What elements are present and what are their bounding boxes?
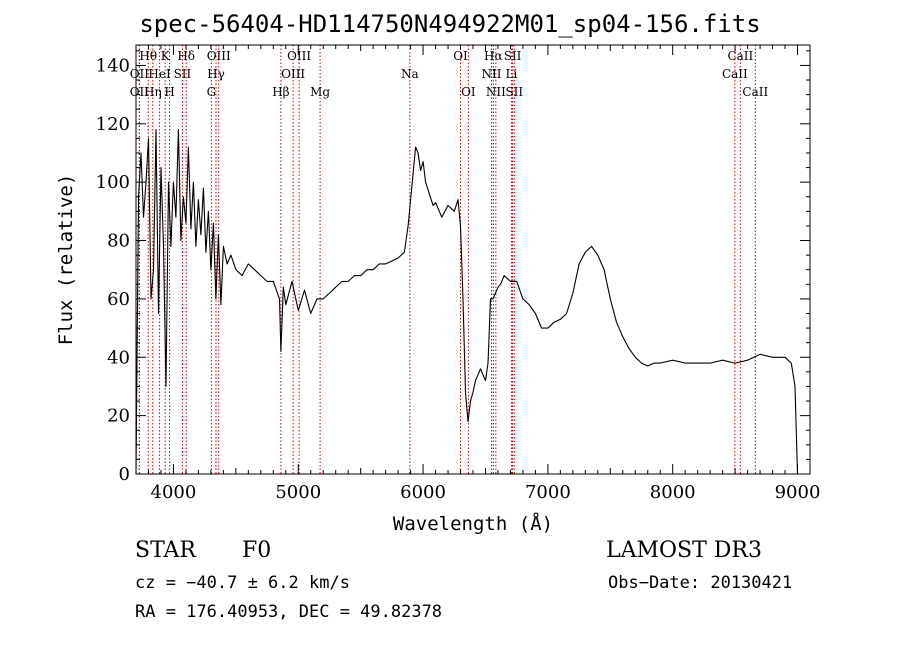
line-marker-label: OIII xyxy=(281,67,305,81)
line-marker-label: H xyxy=(164,85,174,99)
y-tick-label: 20 xyxy=(107,406,130,427)
line-marker-label: NII xyxy=(486,85,506,99)
line-marker-label: OIII xyxy=(287,49,311,63)
line-marker-label: SII xyxy=(174,67,192,81)
line-marker-label: Hη xyxy=(144,85,162,99)
line-marker-label: Mg xyxy=(310,85,330,99)
redshift-cz: cz = −40.7 ± 6.2 km/s xyxy=(135,573,350,593)
y-tick-label: 100 xyxy=(96,172,130,193)
line-marker-label: CaII xyxy=(722,67,748,81)
observation-date: Obs−Date: 20130421 xyxy=(608,573,793,593)
chart-title: spec-56404-HD114750N494922M01_sp04-156.f… xyxy=(139,10,761,38)
spectrum-line xyxy=(135,129,799,475)
y-tick-label: 60 xyxy=(107,289,130,310)
line-marker-label: Hα xyxy=(484,49,503,63)
x-tick-label: 8000 xyxy=(650,482,696,503)
y-tick-label: 120 xyxy=(96,114,130,135)
line-marker-label: Li xyxy=(506,67,518,81)
plot-frame xyxy=(135,44,811,475)
y-tick-label: 40 xyxy=(107,347,130,368)
y-tick-label: 0 xyxy=(119,464,130,485)
line-marker-label: Na xyxy=(401,67,419,81)
line-marker-label: Hδ xyxy=(177,49,195,63)
line-marker-label: NII xyxy=(481,67,501,81)
line-marker-label: OIII xyxy=(207,49,231,63)
x-tick-label: 5000 xyxy=(275,482,321,503)
line-marker-label: Hθ xyxy=(139,49,157,63)
line-marker-label: OII xyxy=(130,67,150,81)
line-marker-label: SII xyxy=(504,49,522,63)
line-marker-label: OI xyxy=(453,49,468,63)
line-marker-labels: OIIOIIHθHηHeIKHSIIHδGHγOIIIHβOIIIOIIIMgN… xyxy=(130,49,769,99)
x-tick-label: 7000 xyxy=(525,482,571,503)
x-tick-label: 9000 xyxy=(775,482,821,503)
line-marker-label: OII xyxy=(130,85,150,99)
coordinates: RA = 176.40953, DEC = 49.82378 xyxy=(135,602,443,622)
object-subclass: F0 xyxy=(242,538,272,563)
y-axis-ticks: 0 20 40 60 80 100 120 140 xyxy=(96,50,810,485)
line-marker-label: Hγ xyxy=(207,67,225,81)
line-marker-label: OI xyxy=(461,85,476,99)
line-marker-label: HeI xyxy=(148,67,171,81)
line-markers xyxy=(138,45,756,474)
line-marker-label: Hβ xyxy=(272,85,289,99)
x-tick-label: 6000 xyxy=(400,482,446,503)
x-axis-label: Wavelength (Å) xyxy=(393,512,553,535)
y-axis-label: Flux (relative) xyxy=(55,174,77,346)
x-axis-ticks: 4000 5000 6000 7000 8000 9000 xyxy=(147,45,821,503)
line-marker-label: CaII xyxy=(742,85,768,99)
x-tick-label: 4000 xyxy=(151,482,197,503)
line-marker-label: K xyxy=(161,49,171,63)
y-tick-label: 140 xyxy=(96,55,130,76)
y-tick-label: 80 xyxy=(107,231,130,252)
line-marker-label: SII xyxy=(505,85,523,99)
survey-name: LAMOST DR3 xyxy=(606,538,762,563)
object-class: STAR xyxy=(135,538,196,563)
line-marker-label: CaII xyxy=(727,49,753,63)
line-marker-label: G xyxy=(207,85,217,99)
